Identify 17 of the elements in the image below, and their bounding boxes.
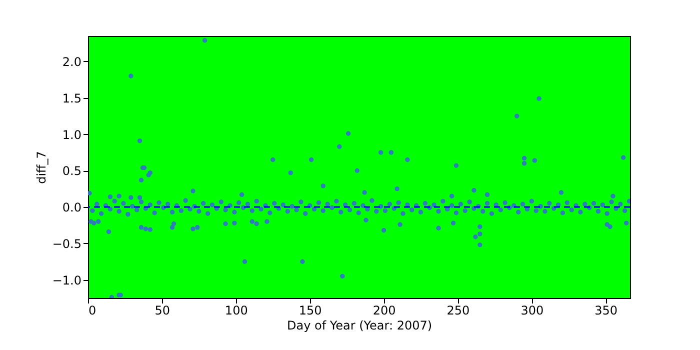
x-tick-label: 100 [224, 304, 248, 318]
y-tick-label: 2.0 [62, 54, 82, 69]
x-tick-label: 200 [372, 304, 396, 318]
x-tick-label: 50 [154, 304, 170, 318]
y-tick-label: 1.0 [62, 128, 82, 142]
x-tick-label: 250 [446, 304, 470, 318]
y-axis-title: diff_7 [34, 151, 48, 184]
x-tick-label: 350 [594, 304, 618, 318]
y-tick-label: 0.5 [62, 164, 82, 178]
y-tick-label: −1.0 [52, 273, 82, 288]
x-tick-label: 300 [520, 304, 544, 318]
x-tick-label: 150 [298, 304, 322, 318]
y-tick-label: 1.5 [62, 91, 82, 106]
y-tick-label: 0.0 [62, 200, 82, 215]
x-axis-title: Day of Year (Year: 2007) [286, 318, 432, 332]
y-tick-label: −0.5 [52, 236, 82, 251]
x-tick-label: 0 [88, 304, 96, 318]
